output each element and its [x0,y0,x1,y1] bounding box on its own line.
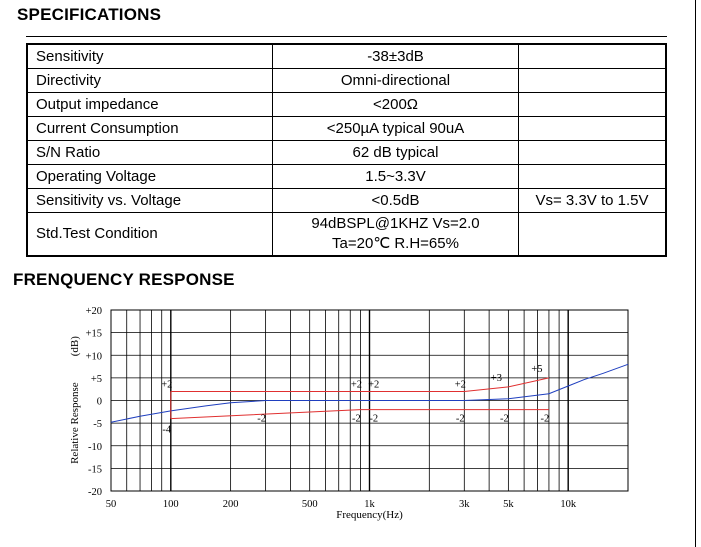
spec-note [518,116,667,141]
specifications-heading: SPECIFICATIONS [17,5,162,24]
table-row: Directivity Omni-directional [26,68,667,93]
x-tick-label: 200 [223,499,239,510]
table-row: Output impedance <200Ω [26,92,667,117]
annotation-label: -4 [162,425,171,436]
table-row: Operating Voltage 1.5~3.3V [26,164,667,189]
y-tick-label: 0 [97,397,102,408]
annotation-label: -2 [352,414,361,425]
table-row: S/N Ratio 62 dB typical [26,140,667,165]
spec-value: -38±3dB [272,43,519,69]
x-tick-label: 1k [364,499,375,510]
spec-value: 94dBSPL@1KHZ Vs=2.0 Ta=20℃ R.H=65% [272,212,519,257]
annotation-label: -2 [500,414,509,425]
table-row: Std.Test Condition 94dBSPL@1KHZ Vs=2.0 T… [26,212,667,257]
spec-label: Std.Test Condition [26,212,273,257]
test-condition-line1: 94dBSPL@1KHZ Vs=2.0 [311,215,480,232]
y-tick-label: +5 [91,374,102,385]
annotation-label: +2 [368,379,379,390]
spec-label: Sensitivity [26,43,273,69]
spec-note [518,140,667,165]
spec-label: Current Consumption [26,116,273,141]
spec-note [518,43,667,69]
spec-label: Output impedance [26,92,273,117]
y-tick-label: -5 [93,419,102,430]
y-tick-label: +20 [86,306,102,317]
y-axis-label: Relative Response [69,382,81,464]
annotation-label: +2 [351,379,362,390]
spec-value: <0.5dB [272,188,519,213]
series-line-response [110,363,629,423]
spec-label: S/N Ratio [26,140,273,165]
spec-value: 1.5~3.3V [272,164,519,189]
spec-value: 62 dB typical [272,140,519,165]
spec-note: Vs= 3.3V to 1.5V [518,188,667,213]
y-tick-label: -10 [88,442,102,453]
frequency-response-heading: FRENQUENCY RESPONSE [13,270,235,289]
table-row: Sensitivity vs. Voltage <0.5dB Vs= 3.3V … [26,188,667,213]
table-row: Current Consumption <250µA typical 90uA [26,116,667,141]
table-row: Sensitivity -38±3dB [26,43,667,69]
spec-label: Sensitivity vs. Voltage [26,188,273,213]
annotation-label: -2 [541,414,550,425]
annotation-label: +2 [161,379,172,390]
spec-label: Directivity [26,68,273,93]
y-tick-label: -15 [88,464,102,475]
y-tick-label: -20 [88,487,102,498]
x-tick-label: 3k [459,499,470,510]
x-tick-label: 5k [503,499,514,510]
series-line-upper-limit [170,377,550,392]
spec-note [518,68,667,93]
spec-note [518,164,667,189]
y-tick-label: +10 [86,351,102,362]
spec-value: <200Ω [272,92,519,117]
x-tick-label: 50 [106,499,117,510]
y-tick-label: +15 [86,329,102,340]
annotation-label: -2 [456,414,465,425]
frequency-response-chart: +20 +15 +10 +5 0 -5 -10 -15 -20 50 100 200 500 1k 3k 5k… [69,306,629,521]
annotation-label: -2 [369,414,378,425]
spec-value: <250µA typical 90uA [272,116,519,141]
x-axis-label: Frequency(Hz) [336,509,403,521]
x-tick-label: 10k [560,499,577,510]
annotation-label: +2 [455,379,466,390]
page-edge-line [695,0,696,547]
series-line-lower-limit [170,409,549,420]
spec-note [518,92,667,117]
test-condition-line2: Ta=20℃ R.H=65% [332,235,459,252]
annotation-label: -2 [257,414,266,425]
spec-value: Omni-directional [272,68,519,93]
annotation-label: +3 [491,373,502,384]
specifications-table: Sensitivity -38±3dB Directivity Omni-dir… [26,43,667,257]
y-axis-unit: (dB) [69,336,81,357]
x-tick-label: 500 [302,499,318,510]
annotation-label: +5 [531,364,542,375]
heading-rule [26,36,667,37]
spec-note [518,212,667,257]
x-tick-label: 100 [163,499,179,510]
spec-label: Operating Voltage [26,164,273,189]
